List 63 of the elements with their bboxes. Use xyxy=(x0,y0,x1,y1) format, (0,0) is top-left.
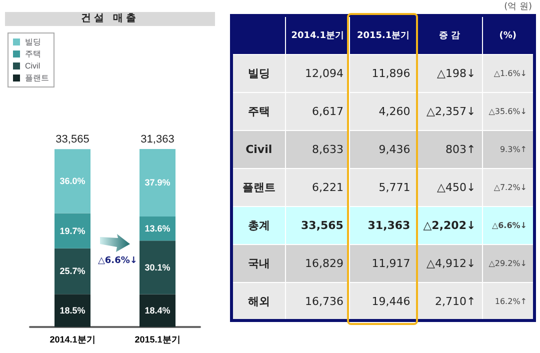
data-label: 18.5% xyxy=(60,306,86,316)
bar xyxy=(54,248,90,294)
data-label: 13.6% xyxy=(144,224,170,234)
category-label: 플랜트 xyxy=(242,181,276,194)
text: △2,357↓ xyxy=(426,105,476,118)
data-label: 30.1% xyxy=(144,262,170,272)
data-label: 18.4% xyxy=(144,306,170,316)
category-label: 2014.1분기 xyxy=(285,16,350,54)
text: 16.2%↑ xyxy=(494,296,527,306)
text: △1.6%↓ xyxy=(494,69,527,78)
text: △7.2%↓ xyxy=(494,183,527,192)
chart-title: 건설 매출 xyxy=(5,12,215,26)
category-label: 해외 xyxy=(248,294,270,308)
category-label: 국내 xyxy=(248,257,270,270)
category-label: 증 감 xyxy=(416,16,482,54)
legend-label: 빌딩 xyxy=(25,38,41,46)
text: △6.6%↓ xyxy=(492,221,527,230)
text: 9,436 xyxy=(378,143,410,156)
data-label: 36.0% xyxy=(60,176,86,186)
data-label: 25.7% xyxy=(60,266,86,276)
category-label: 주택 xyxy=(248,105,270,118)
text: 11,896 xyxy=(372,67,410,80)
category-label: 빌딩 xyxy=(248,67,270,80)
legend-label: Civil xyxy=(25,62,40,70)
text: 2,710↑ xyxy=(434,294,476,308)
text: 31,363 xyxy=(368,219,410,232)
text: △35.6%↓ xyxy=(488,107,527,116)
text: △198↓ xyxy=(437,67,476,80)
bar xyxy=(54,149,90,214)
bar xyxy=(140,294,176,327)
category-label: 총계 xyxy=(248,219,270,232)
text: 5,771 xyxy=(378,181,410,194)
legend-label: 플랜트 xyxy=(25,74,49,82)
text: 4,260 xyxy=(378,105,410,118)
category-label: 2015.1분기 xyxy=(350,16,417,54)
text: △29.2%↓ xyxy=(488,259,527,268)
bar xyxy=(54,294,90,327)
text: 8,633 xyxy=(312,143,344,156)
text: △2,202↓ xyxy=(423,219,476,232)
text: 33,565 xyxy=(56,134,90,146)
text: 11,917 xyxy=(372,257,410,270)
text: (억 원) xyxy=(504,1,532,13)
text: 12,094 xyxy=(304,67,344,80)
bar xyxy=(140,149,176,216)
text: 6,221 xyxy=(312,181,344,194)
bar xyxy=(54,213,90,248)
text: 33,565 xyxy=(301,219,344,232)
data-label: 37.9% xyxy=(144,178,170,188)
data-label: 19.7% xyxy=(60,226,86,236)
text: 16,736 xyxy=(304,294,344,308)
bar xyxy=(140,240,176,294)
category-label: Civil xyxy=(246,143,272,156)
annotation: △6.6%↓ xyxy=(98,256,138,266)
legend-label: 주택 xyxy=(25,50,41,58)
text: △4,912↓ xyxy=(426,257,476,270)
category-label: (%) xyxy=(482,16,534,54)
text: 9.3%↑ xyxy=(500,145,527,154)
text: △450↓ xyxy=(437,181,476,194)
text: 803↑ xyxy=(445,143,476,156)
text: 6,617 xyxy=(312,105,344,118)
text: 16,829 xyxy=(304,257,344,270)
text: 31,363 xyxy=(140,134,174,146)
text: 19,446 xyxy=(372,294,410,308)
